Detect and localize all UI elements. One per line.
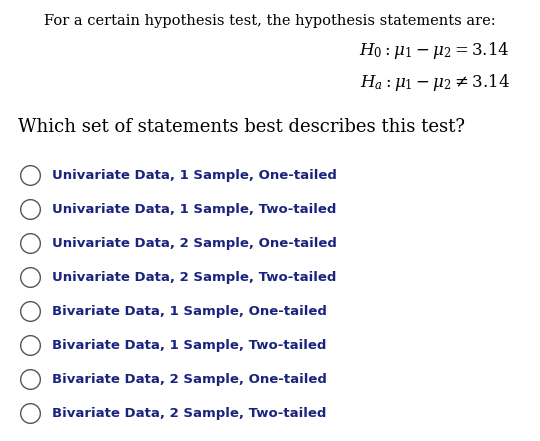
Text: Univariate Data, 2 Sample, One-tailed: Univariate Data, 2 Sample, One-tailed <box>52 236 337 250</box>
Text: Univariate Data, 2 Sample, Two-tailed: Univariate Data, 2 Sample, Two-tailed <box>52 270 336 284</box>
Text: For a certain hypothesis test, the hypothesis statements are:: For a certain hypothesis test, the hypot… <box>44 14 496 28</box>
Text: $H_0: \mu_1 - \mu_2 = 3.14$: $H_0: \mu_1 - \mu_2 = 3.14$ <box>360 40 510 61</box>
Point <box>26 341 35 348</box>
Point <box>26 273 35 280</box>
Text: Univariate Data, 1 Sample, Two-tailed: Univariate Data, 1 Sample, Two-tailed <box>52 202 336 216</box>
Point <box>26 307 35 314</box>
Point <box>26 375 35 382</box>
Text: $H_a: \mu_1 - \mu_2 \neq 3.14$: $H_a: \mu_1 - \mu_2 \neq 3.14$ <box>360 72 510 93</box>
Text: Univariate Data, 1 Sample, One-tailed: Univariate Data, 1 Sample, One-tailed <box>52 168 337 182</box>
Point <box>26 239 35 247</box>
Text: Bivariate Data, 2 Sample, Two-tailed: Bivariate Data, 2 Sample, Two-tailed <box>52 407 326 419</box>
Text: Bivariate Data, 1 Sample, Two-tailed: Bivariate Data, 1 Sample, Two-tailed <box>52 339 326 351</box>
Text: Which set of statements best describes this test?: Which set of statements best describes t… <box>18 118 465 136</box>
Text: Bivariate Data, 2 Sample, One-tailed: Bivariate Data, 2 Sample, One-tailed <box>52 373 327 385</box>
Point <box>26 410 35 417</box>
Point <box>26 206 35 213</box>
Text: Bivariate Data, 1 Sample, One-tailed: Bivariate Data, 1 Sample, One-tailed <box>52 304 327 318</box>
Point <box>26 172 35 179</box>
